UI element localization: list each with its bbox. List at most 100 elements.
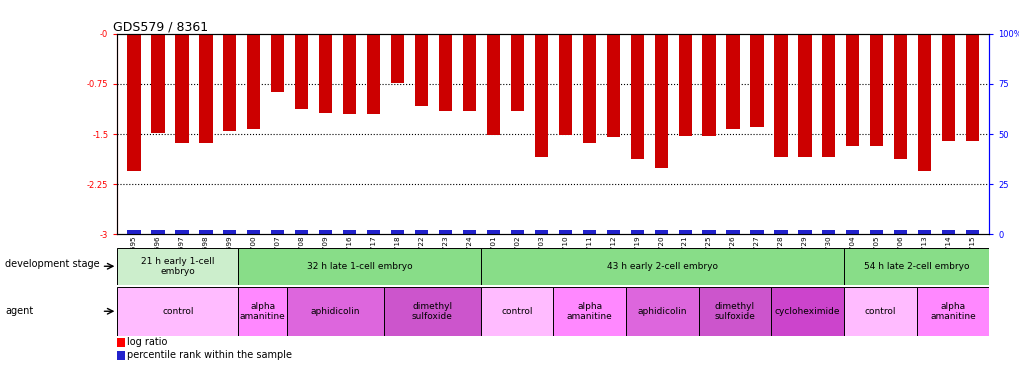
Bar (151, 34, 164, 133)
Bar (844, 287, 916, 336)
Bar (534, 230, 547, 234)
Text: aphidicolin: aphidicolin (637, 307, 687, 316)
Bar (294, 230, 308, 234)
Bar (798, 230, 811, 234)
Text: control: control (864, 307, 896, 316)
Bar (486, 230, 499, 234)
Bar (626, 287, 698, 336)
Bar (247, 230, 260, 234)
Bar (917, 34, 930, 171)
Text: dimethyl
sulfoxide: dimethyl sulfoxide (714, 302, 755, 321)
Bar (606, 230, 620, 234)
Bar (558, 34, 572, 135)
Bar (390, 230, 404, 234)
Bar (127, 230, 141, 234)
Bar (294, 34, 308, 110)
Text: cycloheximide: cycloheximide (774, 307, 840, 316)
Bar (175, 230, 189, 234)
Bar (773, 230, 787, 234)
Text: dimethyl
sulfoxide: dimethyl sulfoxide (412, 302, 452, 321)
Bar (750, 34, 763, 128)
Bar (480, 287, 552, 336)
Bar (726, 230, 739, 234)
Bar (846, 230, 859, 234)
Text: alpha
amanitine: alpha amanitine (929, 302, 975, 321)
Bar (247, 34, 260, 129)
Bar (965, 34, 978, 141)
Bar (511, 230, 524, 234)
Bar (319, 34, 332, 112)
Text: aphidicolin: aphidicolin (310, 307, 360, 316)
Bar (390, 34, 404, 82)
Bar (942, 230, 955, 234)
Bar (558, 230, 572, 234)
Bar (117, 287, 238, 336)
Bar (773, 34, 787, 158)
Bar (630, 230, 643, 234)
Bar (271, 34, 284, 92)
Bar (750, 230, 763, 234)
Text: alpha
amanitine: alpha amanitine (567, 302, 612, 321)
Bar (286, 287, 383, 336)
Bar (463, 34, 476, 111)
Text: agent: agent (5, 306, 34, 316)
Bar (238, 287, 286, 336)
Bar (894, 230, 907, 234)
Bar (582, 230, 595, 234)
Bar (894, 34, 907, 159)
Bar (199, 230, 212, 234)
Text: 21 h early 1-cell
embryo: 21 h early 1-cell embryo (141, 256, 214, 276)
Bar (415, 230, 428, 234)
Bar (582, 34, 595, 143)
Bar (342, 230, 356, 234)
Text: log ratio: log ratio (127, 338, 168, 347)
Text: control: control (162, 307, 194, 316)
Text: development stage: development stage (5, 260, 100, 269)
Bar (942, 34, 955, 141)
Bar (798, 34, 811, 158)
Bar (678, 34, 691, 136)
Bar (319, 230, 332, 234)
Bar (463, 230, 476, 234)
Bar (630, 34, 643, 159)
Text: alpha
amanitine: alpha amanitine (239, 302, 285, 321)
Bar (438, 230, 451, 234)
Bar (271, 230, 284, 234)
Bar (415, 34, 428, 106)
Bar (869, 34, 882, 146)
Bar (844, 248, 988, 285)
Bar (223, 34, 236, 131)
Bar (869, 230, 882, 234)
Bar (917, 230, 930, 234)
Text: percentile rank within the sample: percentile rank within the sample (127, 351, 292, 360)
Bar (654, 34, 667, 168)
Bar (223, 230, 236, 234)
Bar (383, 287, 480, 336)
Bar (511, 34, 524, 111)
Bar (606, 34, 620, 137)
Bar (702, 230, 715, 234)
Bar (821, 34, 835, 158)
Bar (821, 230, 835, 234)
Bar (127, 34, 141, 171)
Bar (678, 230, 691, 234)
Bar (654, 230, 667, 234)
Bar (726, 34, 739, 129)
Text: 43 h early 2-cell embryo: 43 h early 2-cell embryo (606, 262, 717, 271)
Text: control: control (500, 307, 532, 316)
Bar (534, 34, 547, 158)
Bar (117, 248, 238, 285)
Text: 32 h late 1-cell embryo: 32 h late 1-cell embryo (307, 262, 412, 271)
Bar (486, 34, 499, 135)
Bar (438, 34, 451, 111)
Text: GDS579 / 8361: GDS579 / 8361 (113, 21, 208, 34)
Bar (846, 34, 859, 146)
Bar (702, 34, 715, 136)
Bar (367, 230, 380, 234)
Bar (698, 287, 770, 336)
Bar (480, 248, 844, 285)
Bar (552, 287, 626, 336)
Bar (367, 34, 380, 114)
Bar (175, 34, 189, 143)
Bar (199, 34, 212, 143)
